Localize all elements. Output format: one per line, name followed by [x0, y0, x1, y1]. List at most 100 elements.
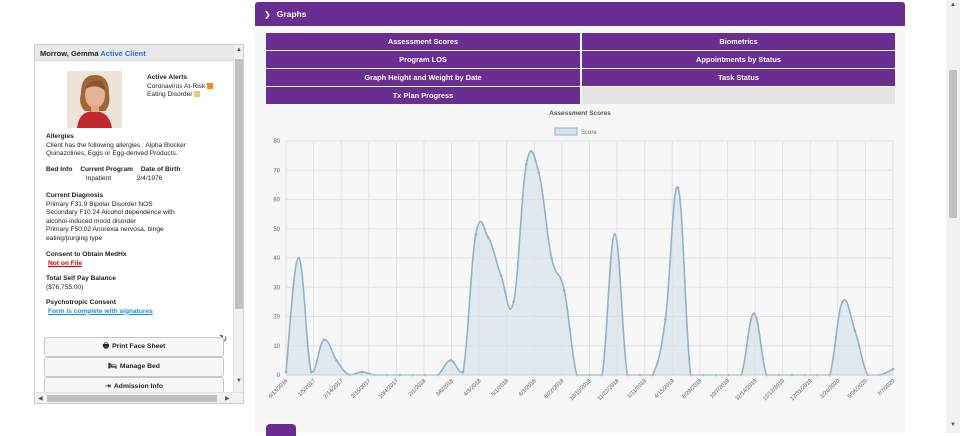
data-point [461, 370, 465, 374]
y-tick-label: 0 [277, 373, 281, 379]
x-tick-label: 1/11/2019 [627, 378, 649, 400]
page-vertical-scrollbar[interactable]: ▲ ▼ [946, 0, 960, 433]
diagnosis-line: Primary F31.9 Bipolar Disorder NOS [46, 200, 153, 208]
y-tick-label: 80 [273, 139, 280, 145]
data-point [537, 171, 541, 175]
client-body: Active Alerts Coronavirus At-Risk Eating… [35, 62, 233, 397]
y-tick-label: 60 [273, 198, 280, 204]
data-point [309, 370, 313, 374]
x-tick-label: 4/13/2016 [268, 378, 290, 400]
x-tick-label: 10/7/2019 [709, 378, 731, 400]
graphs-panel-header[interactable]: ❯ Graphs [255, 2, 905, 26]
button-label: Admission Info [113, 383, 163, 390]
data-point [487, 236, 490, 239]
allergies-section: Allergies Client has the following aller… [46, 133, 226, 159]
x-tick-label: 3/15/2017 [350, 378, 372, 400]
x-tick-label: 5/1/2018 [490, 378, 510, 398]
balance-value: ($76,755.00) [46, 283, 84, 291]
x-tick-label: 1/5/2017 [297, 378, 317, 398]
bed-icon: 🛏 [108, 363, 117, 370]
client-status-link[interactable]: Active Client [100, 49, 146, 58]
print-face-sheet-button[interactable]: 🖶 Print Face Sheet [44, 337, 224, 357]
alert-label: Coronavirus At-Risk [147, 82, 206, 90]
data-point [562, 288, 566, 292]
tab-tx-plan-progress[interactable]: Tx Plan Progress [266, 87, 580, 104]
alert-coronavirus[interactable]: Coronavirus At-Risk [147, 82, 233, 92]
x-tick-label: 2/1/2018 [408, 378, 428, 398]
data-point [613, 233, 617, 236]
scroll-down-arrow-icon[interactable]: ▼ [236, 378, 242, 384]
data-point [322, 338, 326, 342]
chart-title: Assessment Scores [549, 110, 611, 117]
diagnosis-section: Current Diagnosis Primary F31.9 Bipolar … [46, 192, 226, 244]
x-tick-label: 4/3/2018 [463, 378, 483, 398]
psychotropic-form-link[interactable]: Form is complete with signatures [48, 307, 153, 315]
x-tick-label: 7/7/2020 [877, 378, 897, 398]
allergies-text-1: Client has the following allergies : Alp… [46, 141, 187, 149]
chevron-down-icon[interactable]: ❯ [264, 10, 271, 19]
scroll-down-arrow-icon[interactable]: ▼ [950, 422, 956, 428]
x-tick-label: 10/4/2017 [378, 378, 400, 400]
button-label: Print Face Sheet [112, 343, 166, 350]
data-point [676, 186, 680, 190]
x-tick-label: 10/10/2018 [569, 378, 593, 402]
tab-assessment-scores[interactable]: Assessment Scores [266, 33, 580, 50]
manage-bed-button[interactable]: 🛏 Manage Bed [44, 357, 224, 377]
data-point [335, 359, 338, 362]
current-program-value: Inpatient [85, 174, 112, 182]
diagnosis-line: Primary F50.02 Anorexia nervosa, binge [46, 226, 164, 234]
y-tick-label: 40 [273, 256, 280, 262]
x-tick-label: 1/24/2020 [819, 378, 841, 400]
x-tick-label: 11/22/2018 [597, 378, 621, 402]
scroll-up-arrow-icon[interactable]: ▲ [236, 47, 242, 53]
tab-biometrics[interactable]: Biometrics [582, 33, 895, 50]
psychotropic-heading: Psychotropic Consent [46, 299, 116, 306]
scroll-thumb[interactable] [949, 70, 957, 218]
consent-heading: Consent to Obtain MedHx [46, 251, 127, 258]
client-photo [67, 71, 122, 128]
y-tick-label: 10 [273, 344, 280, 350]
diagnosis-line: Secondary F10.24 Alcohol dependence with [46, 209, 175, 217]
alert-eating-disorder[interactable]: Eating Disorder [147, 91, 233, 100]
assessment-scores-chart: Assessment Scores Score 0 10 20 30 40 50 60 70 80 4… [268, 110, 897, 402]
data-point [524, 163, 528, 166]
y-tick-label: 50 [273, 227, 280, 233]
current-program-label: Current Program [80, 166, 133, 173]
legend-label: Score [581, 130, 597, 136]
tab-appointments-by-status[interactable]: Appointments by Status [582, 51, 895, 68]
data-point [284, 370, 288, 374]
x-tick-label: 11/14/2019 [735, 378, 759, 402]
tab-program-los[interactable]: Program LOS [266, 51, 580, 68]
partial-bottom-button[interactable] [266, 424, 296, 436]
tab-graph-height-weight[interactable]: Graph Height and Weight by Date [266, 69, 580, 86]
balance-heading: Total Self Pay Balance [46, 275, 116, 282]
consent-not-on-file-link[interactable]: Not on File [48, 259, 83, 267]
bed-info-label: Bed Info [46, 166, 73, 173]
scroll-left-arrow-icon[interactable]: ◀ [38, 396, 43, 402]
client-name: Morrow, Gemma [40, 49, 99, 58]
data-point [664, 318, 667, 321]
data-point [752, 312, 756, 315]
data-point [841, 300, 844, 304]
scroll-thumb[interactable] [47, 395, 217, 402]
print-icon: 🖶 [102, 343, 110, 350]
bed-program-dob-section: Bed Info Current Program Date of Birth I… [46, 166, 226, 183]
scroll-right-arrow-icon[interactable]: ▶ [225, 396, 230, 402]
x-tick-label: 8/29/2019 [681, 378, 703, 400]
client-panel-vertical-scrollbar[interactable]: ▲ ▼ [233, 45, 243, 392]
tab-placeholder [582, 87, 895, 104]
alert-color-swatch [207, 82, 214, 89]
client-header: Morrow, Gemma Active Client [35, 45, 233, 61]
data-point [853, 329, 857, 333]
client-panel-horizontal-scrollbar[interactable]: ◀ ▶ [35, 392, 243, 403]
tab-task-status[interactable]: Task Status [582, 69, 895, 86]
dob-value: 2/4/1976 [136, 174, 163, 182]
y-tick-label: 20 [273, 315, 280, 321]
scroll-thumb[interactable] [235, 59, 243, 309]
allergies-heading: Allergies [46, 133, 74, 140]
x-tick-label: 5/26/2020 [847, 378, 869, 400]
x-tick-label: 2/14/2017 [323, 378, 345, 400]
balance-section: Total Self Pay Balance ($76,755.00) [46, 275, 226, 292]
y-tick-label: 70 [273, 168, 280, 174]
scroll-up-arrow-icon[interactable]: ▲ [950, 2, 956, 8]
